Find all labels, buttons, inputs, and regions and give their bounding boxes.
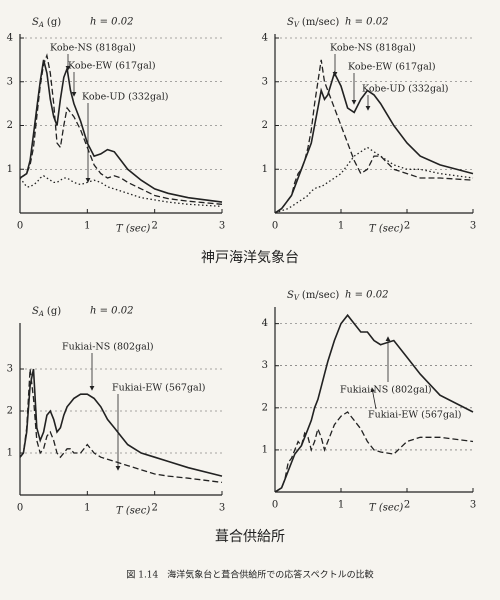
x-tick-label: 0 [272, 221, 278, 232]
legend-label: Kobe-UD (332gal) [362, 84, 448, 95]
y-label-sub: A [38, 310, 44, 318]
y-tick-label: 1 [262, 444, 268, 455]
y-tick-label: 4 [262, 318, 268, 329]
x-tick-label: 1 [84, 503, 90, 514]
damping-label: h = 0.02 [90, 17, 133, 28]
legend-label: Fukiai-NS (802gal) [62, 342, 154, 353]
y-tick-label: 3 [7, 364, 13, 375]
series-line [19, 59, 223, 203]
y-label-symbol: S [32, 306, 39, 317]
legend-label: Kobe-EW (617gal) [68, 61, 156, 72]
series-line [19, 368, 223, 484]
x-axis-label: T (sec) [369, 224, 403, 235]
x-tick-label: 1 [338, 221, 344, 232]
x-axis-label: T (sec) [369, 503, 403, 514]
y-axis-label: SA (g) [32, 17, 61, 30]
x-tick-label: 2 [404, 221, 410, 232]
legend-label: Fukiai-EW (567gal) [368, 410, 461, 421]
y-label-symbol: S [287, 290, 294, 301]
y-axis-label: SV (m/sec) [287, 17, 339, 30]
y-label-symbol: S [287, 17, 294, 28]
damping-label: h = 0.02 [90, 306, 133, 317]
x-tick-label: 3 [470, 221, 476, 232]
y-label-unit: (m/sec) [302, 17, 339, 28]
legend-label: Kobe-EW (617gal) [348, 62, 436, 73]
series-line [274, 59, 474, 214]
figure-caption: 図 1.14 海洋気象台と葺合供給所での応答スペクトルの比較 [126, 569, 373, 581]
y-tick-label: 2 [262, 120, 268, 131]
y-axis-label: SA (g) [32, 306, 61, 319]
series-line [274, 411, 474, 493]
y-axis-label: SV (m/sec) [287, 290, 339, 303]
y-tick-label: 3 [262, 360, 268, 371]
x-tick-label: 2 [151, 503, 157, 514]
x-tick-label: 2 [151, 221, 157, 232]
damping-label: h = 0.02 [345, 290, 388, 301]
series-line [19, 368, 223, 477]
x-axis-label: T (sec) [116, 506, 150, 517]
legend-label: Kobe-NS (818gal) [50, 43, 136, 54]
y-tick-label: 1 [7, 164, 13, 175]
x-tick-label: 3 [470, 500, 476, 511]
x-tick-label: 3 [219, 221, 225, 232]
y-tick-label: 4 [262, 33, 268, 44]
series-line [274, 313, 474, 493]
legend-label: Kobe-UD (332gal) [82, 92, 168, 103]
y-label-sub: V [294, 21, 300, 29]
y-tick-label: 3 [7, 76, 13, 87]
y-tick-label: 2 [7, 120, 13, 131]
x-tick-label: 0 [17, 503, 23, 514]
station-caption: 神戸海洋気象台 [201, 250, 299, 266]
damping-label: h = 0.02 [345, 17, 388, 28]
y-tick-label: 4 [7, 33, 13, 44]
y-label-unit: (m/sec) [302, 290, 339, 301]
y-label-symbol: S [32, 17, 39, 28]
station-caption: 葺合供給所 [215, 529, 285, 545]
series-line [19, 175, 223, 208]
x-tick-label: 1 [84, 221, 90, 232]
y-label-unit: (g) [47, 306, 61, 317]
y-label-unit: (g) [47, 17, 61, 28]
x-tick-label: 2 [404, 500, 410, 511]
annotation-arrow [370, 387, 377, 410]
y-tick-label: 3 [262, 76, 268, 87]
y-tick-label: 2 [7, 406, 13, 417]
legend-label: Fukiai-EW (567gal) [112, 383, 205, 394]
legend-label: Kobe-NS (818gal) [330, 43, 416, 54]
y-label-sub: V [294, 294, 300, 302]
x-tick-label: 3 [219, 503, 225, 514]
x-tick-label: 1 [338, 500, 344, 511]
x-tick-label: 0 [272, 500, 278, 511]
x-axis-label: T (sec) [116, 224, 150, 235]
x-tick-label: 0 [17, 221, 23, 232]
legend-label: Fukiai-NS (802gal) [340, 385, 432, 396]
y-tick-label: 2 [262, 402, 268, 413]
y-label-sub: A [38, 21, 44, 29]
series-line [274, 146, 474, 214]
y-tick-label: 1 [7, 448, 13, 459]
y-tick-label: 1 [262, 164, 268, 175]
series-line [19, 53, 223, 205]
